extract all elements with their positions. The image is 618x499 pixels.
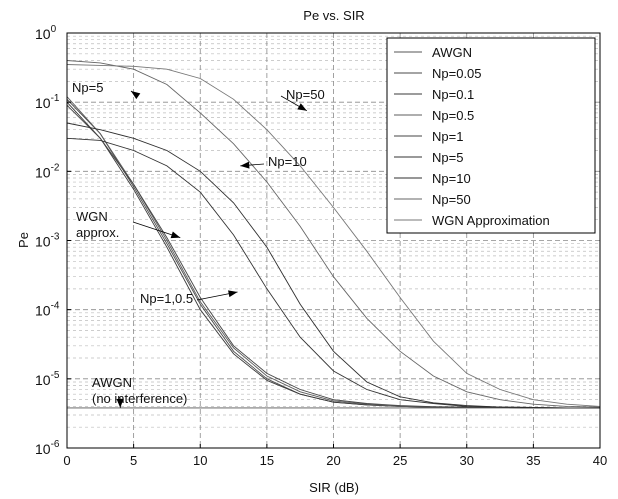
- series-layer: [66, 60, 601, 409]
- annotation-arrowhead: [116, 398, 124, 408]
- annotation-label: (no interference): [92, 391, 187, 406]
- axis-ticks: 0 5 10 15 20 25 30 35 40 100 10-1 10-2 10-3 10-4 10-5 1…: [35, 24, 607, 468]
- y-tick-label: 10-3: [35, 232, 60, 250]
- series-line: [66, 60, 601, 408]
- y-tick-label: 10-2: [35, 162, 60, 180]
- legend-label: Np=0.5: [432, 108, 474, 123]
- annotation-label: Np=10: [268, 154, 307, 169]
- y-tick-label: 100: [35, 24, 57, 42]
- legend: AWGN Np=0.05 Np=0.1 Np=0.5 Np=1 Np=5 Np=10 Np=5…: [386, 37, 596, 234]
- annotation-arrowhead: [297, 103, 307, 111]
- x-tick-label: 30: [460, 453, 474, 468]
- annotation-label: Np=50: [286, 87, 325, 102]
- legend-label: Np=50: [432, 192, 471, 207]
- legend-label: Np=0.1: [432, 87, 474, 102]
- annotation-arrowhead: [170, 231, 181, 239]
- annotation-arrowhead: [130, 91, 141, 100]
- annotation-label: Np=1,0.5: [140, 291, 193, 306]
- series-line: [66, 64, 601, 407]
- legend-label: AWGN: [432, 45, 472, 60]
- y-tick-label: 10-5: [35, 370, 60, 388]
- x-tick-label: 15: [260, 453, 274, 468]
- series-line: [66, 122, 600, 409]
- y-tick-label: 10-1: [35, 93, 60, 111]
- legend-label: WGN Approximation: [432, 213, 550, 228]
- annotation-label: approx.: [76, 225, 119, 240]
- x-axis-label: SIR (dB): [309, 480, 359, 495]
- annotation-label: Np=5: [72, 80, 103, 95]
- legend-label: Np=10: [432, 171, 471, 186]
- chart-title: Pe vs. SIR: [303, 8, 364, 23]
- y-axis-label: Pe: [16, 232, 31, 248]
- x-tick-label: 25: [393, 453, 407, 468]
- annotation-arrowhead: [240, 161, 250, 169]
- legend-label: Np=1: [432, 129, 463, 144]
- annotation-label: WGN: [76, 209, 108, 224]
- y-tick-label: 10-6: [35, 439, 60, 457]
- x-tick-label: 5: [130, 453, 137, 468]
- x-tick-label: 40: [593, 453, 607, 468]
- x-tick-label: 35: [526, 453, 540, 468]
- legend-label: Np=5: [432, 150, 463, 165]
- y-tick-label: 10-4: [35, 301, 60, 319]
- x-tick-label: 10: [193, 453, 207, 468]
- annotation-label: AWGN: [92, 375, 132, 390]
- annotation-arrowhead: [228, 290, 238, 298]
- x-tick-label: 20: [326, 453, 340, 468]
- legend-label: Np=0.05: [432, 66, 482, 81]
- x-tick-label: 0: [63, 453, 70, 468]
